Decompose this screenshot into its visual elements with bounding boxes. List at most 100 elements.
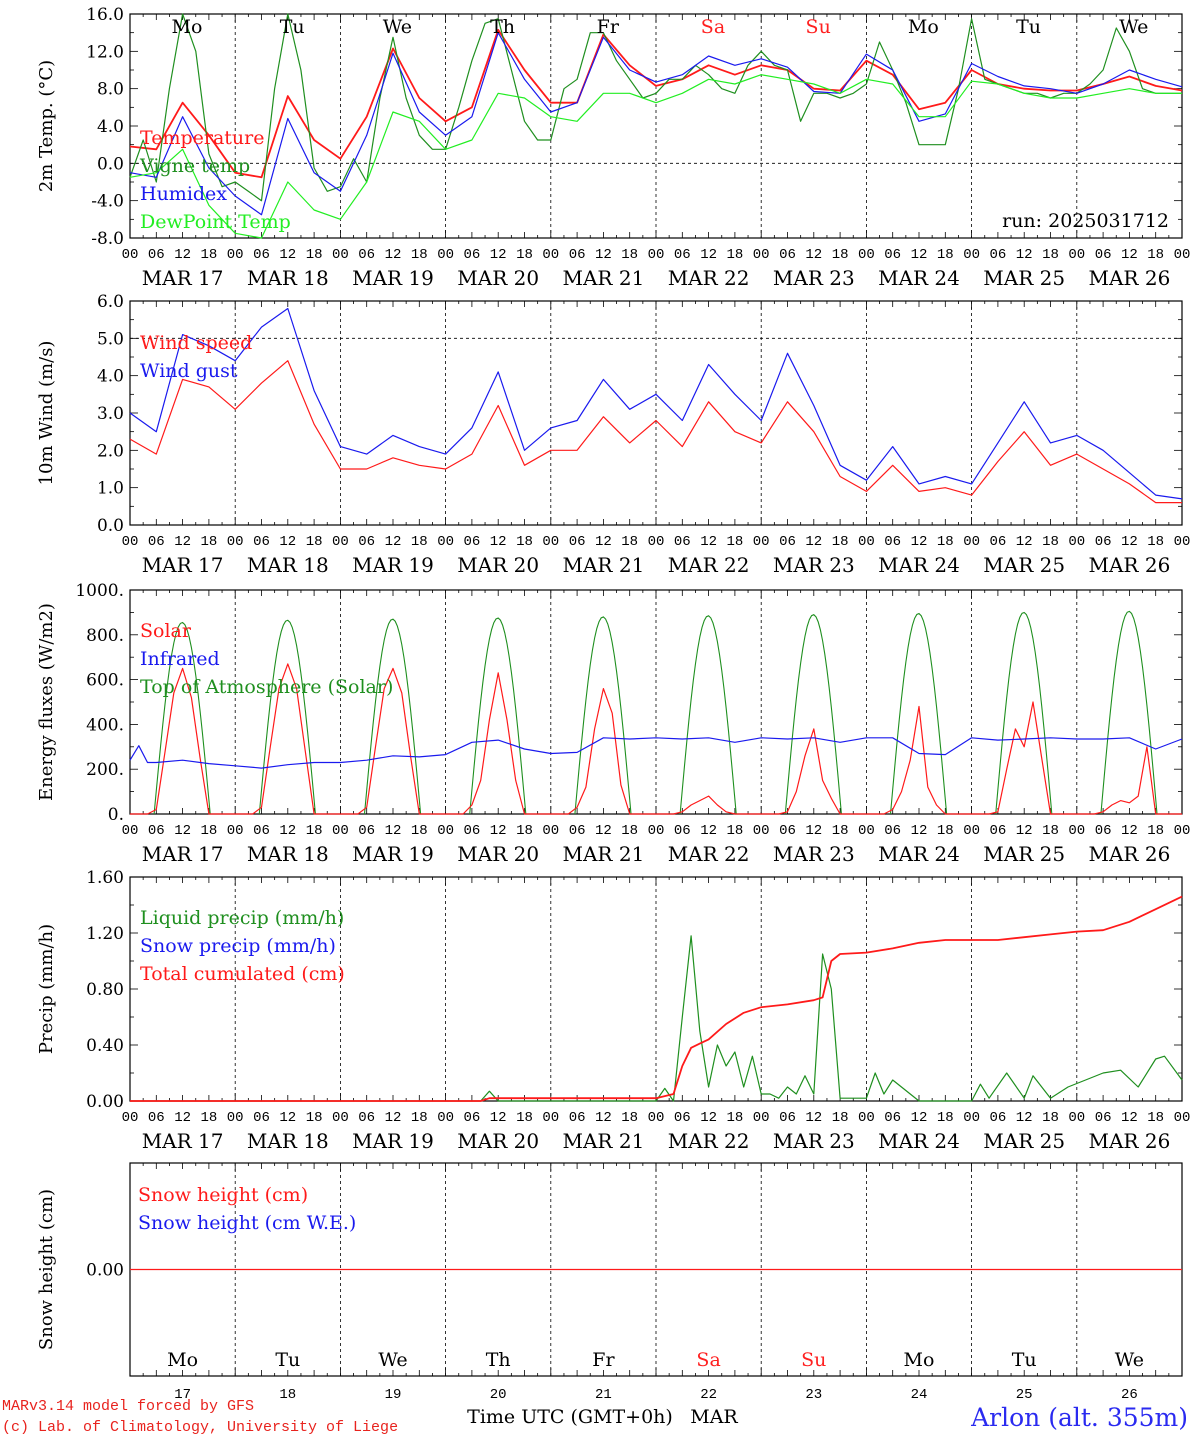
date-label: MAR 26	[1089, 266, 1171, 290]
hour-tick-label: 18	[306, 1110, 323, 1126]
hour-tick-label: 12	[490, 1110, 507, 1126]
y-tick-label: 600.	[86, 671, 124, 691]
hour-tick-label: 12	[911, 823, 928, 839]
hour-tick-label: 00	[227, 1110, 244, 1126]
hour-tick-label: 12	[385, 534, 402, 550]
date-label: MAR 19	[352, 553, 434, 577]
hour-tick-label: 06	[779, 534, 796, 550]
hour-tick-label: 06	[253, 1110, 270, 1126]
hour-tick-label: 12	[385, 1110, 402, 1126]
hour-tick-label: 18	[306, 823, 323, 839]
hour-tick-label: 18	[937, 823, 954, 839]
y-axis-title: Energy fluxes (W/m2)	[36, 603, 57, 801]
y-axis-title: 10m Wind (m/s)	[36, 341, 57, 486]
date-label: MAR 19	[352, 1129, 434, 1153]
y-tick-label: 8.0	[97, 80, 124, 100]
date-label: MAR 18	[247, 266, 329, 290]
legend-entry: Liquid precip (mm/h)	[140, 907, 344, 929]
weekday-label: Th	[486, 1349, 511, 1371]
toa-solar-curve	[889, 612, 948, 815]
hour-tick-label: 06	[989, 247, 1006, 263]
hour-tick-label: 12	[805, 247, 822, 263]
hour-tick-label: 00	[1068, 534, 1085, 550]
series-line-wind-gust	[129, 307, 1183, 500]
hour-tick-label: 18	[937, 534, 954, 550]
legend-entry: Solar	[140, 620, 192, 642]
hour-tick-label: 06	[463, 1110, 480, 1126]
hour-tick-label: 06	[463, 247, 480, 263]
y-tick-label: 0.40	[86, 1036, 124, 1056]
hour-tick-label: 06	[674, 823, 691, 839]
hour-tick-label: 06	[1095, 534, 1112, 550]
hour-tick-label: 18	[411, 247, 428, 263]
hour-tick-label: 00	[227, 823, 244, 839]
hour-tick-label: 00	[332, 823, 349, 839]
hour-tick-label: 18	[411, 823, 428, 839]
hour-tick-label: 06	[779, 823, 796, 839]
toa-solar-curve	[363, 618, 422, 815]
hour-tick-label: 00	[648, 534, 665, 550]
day-number-label: 20	[490, 1387, 507, 1403]
date-label: MAR 24	[878, 842, 960, 866]
date-label: MAR 20	[457, 553, 539, 577]
y-tick-label: 0.	[108, 805, 124, 825]
y-tick-label: 1000.	[75, 581, 124, 601]
hour-tick-label: 12	[1016, 247, 1033, 263]
model-credit: MARv3.14 model forced by GFS	[2, 1398, 255, 1415]
weekday-label: Mo	[904, 1349, 935, 1371]
panel-frame	[129, 13, 1183, 239]
hour-tick-label: 12	[385, 823, 402, 839]
hour-tick-label: 06	[884, 534, 901, 550]
hour-tick-label: 12	[1016, 1110, 1033, 1126]
hour-tick-label: 18	[516, 247, 533, 263]
legend-entry: Top of Atmosphere (Solar)	[140, 676, 393, 698]
hour-tick-label: 00	[122, 534, 139, 550]
hour-tick-label: 06	[358, 823, 375, 839]
hour-tick-label: 18	[200, 247, 217, 263]
legend-entry: Total cumulated (cm)	[140, 963, 345, 985]
hour-tick-label: 00	[542, 823, 559, 839]
hour-tick-label: 00	[1174, 823, 1191, 839]
hour-tick-label: 12	[1121, 247, 1138, 263]
y-tick-label: 200.	[86, 760, 124, 780]
hour-tick-label: 00	[1174, 247, 1191, 263]
hour-tick-label: 00	[858, 247, 875, 263]
date-label: MAR 21	[563, 266, 645, 290]
y-tick-label: 5.0	[97, 329, 124, 349]
date-label: MAR 17	[142, 1129, 224, 1153]
hour-tick-label: 12	[174, 534, 191, 550]
hour-tick-label: 00	[122, 1110, 139, 1126]
hour-tick-label: 00	[1068, 1110, 1085, 1126]
hour-tick-label: 00	[227, 534, 244, 550]
hour-tick-label: 12	[1121, 1110, 1138, 1126]
y-tick-label: 0.0	[97, 154, 124, 174]
hour-tick-label: 00	[122, 823, 139, 839]
hour-tick-label: 06	[463, 534, 480, 550]
weekday-label: We	[1115, 1349, 1144, 1371]
hour-tick-label: 00	[542, 1110, 559, 1126]
weekday-label: Mo	[167, 1349, 198, 1371]
weekday-label: Th	[490, 16, 515, 38]
hour-tick-label: 00	[332, 1110, 349, 1126]
y-tick-label: 0.00	[86, 1261, 124, 1281]
hour-tick-label: 06	[989, 823, 1006, 839]
hour-tick-label: 00	[1068, 823, 1085, 839]
date-label: MAR 18	[247, 553, 329, 577]
day-number-label: 18	[279, 1387, 296, 1403]
hour-tick-label: 06	[989, 534, 1006, 550]
lab-credit: (c) Lab. of Climatology, University of L…	[2, 1419, 399, 1436]
date-label: MAR 25	[983, 1129, 1065, 1153]
y-tick-label: 3.0	[97, 404, 124, 424]
hour-tick-label: 12	[911, 534, 928, 550]
series-line-infrared	[129, 737, 1183, 769]
date-label: MAR 23	[773, 1129, 855, 1153]
hour-tick-label: 00	[648, 1110, 665, 1126]
hour-tick-label: 12	[490, 823, 507, 839]
y-tick-label: 6.0	[97, 292, 124, 312]
y-tick-label: 12.0	[86, 42, 124, 62]
hour-tick-label: 06	[1095, 823, 1112, 839]
day-number-label: 17	[174, 1387, 191, 1403]
date-label: MAR 19	[352, 842, 434, 866]
hour-tick-label: 00	[963, 1110, 980, 1126]
